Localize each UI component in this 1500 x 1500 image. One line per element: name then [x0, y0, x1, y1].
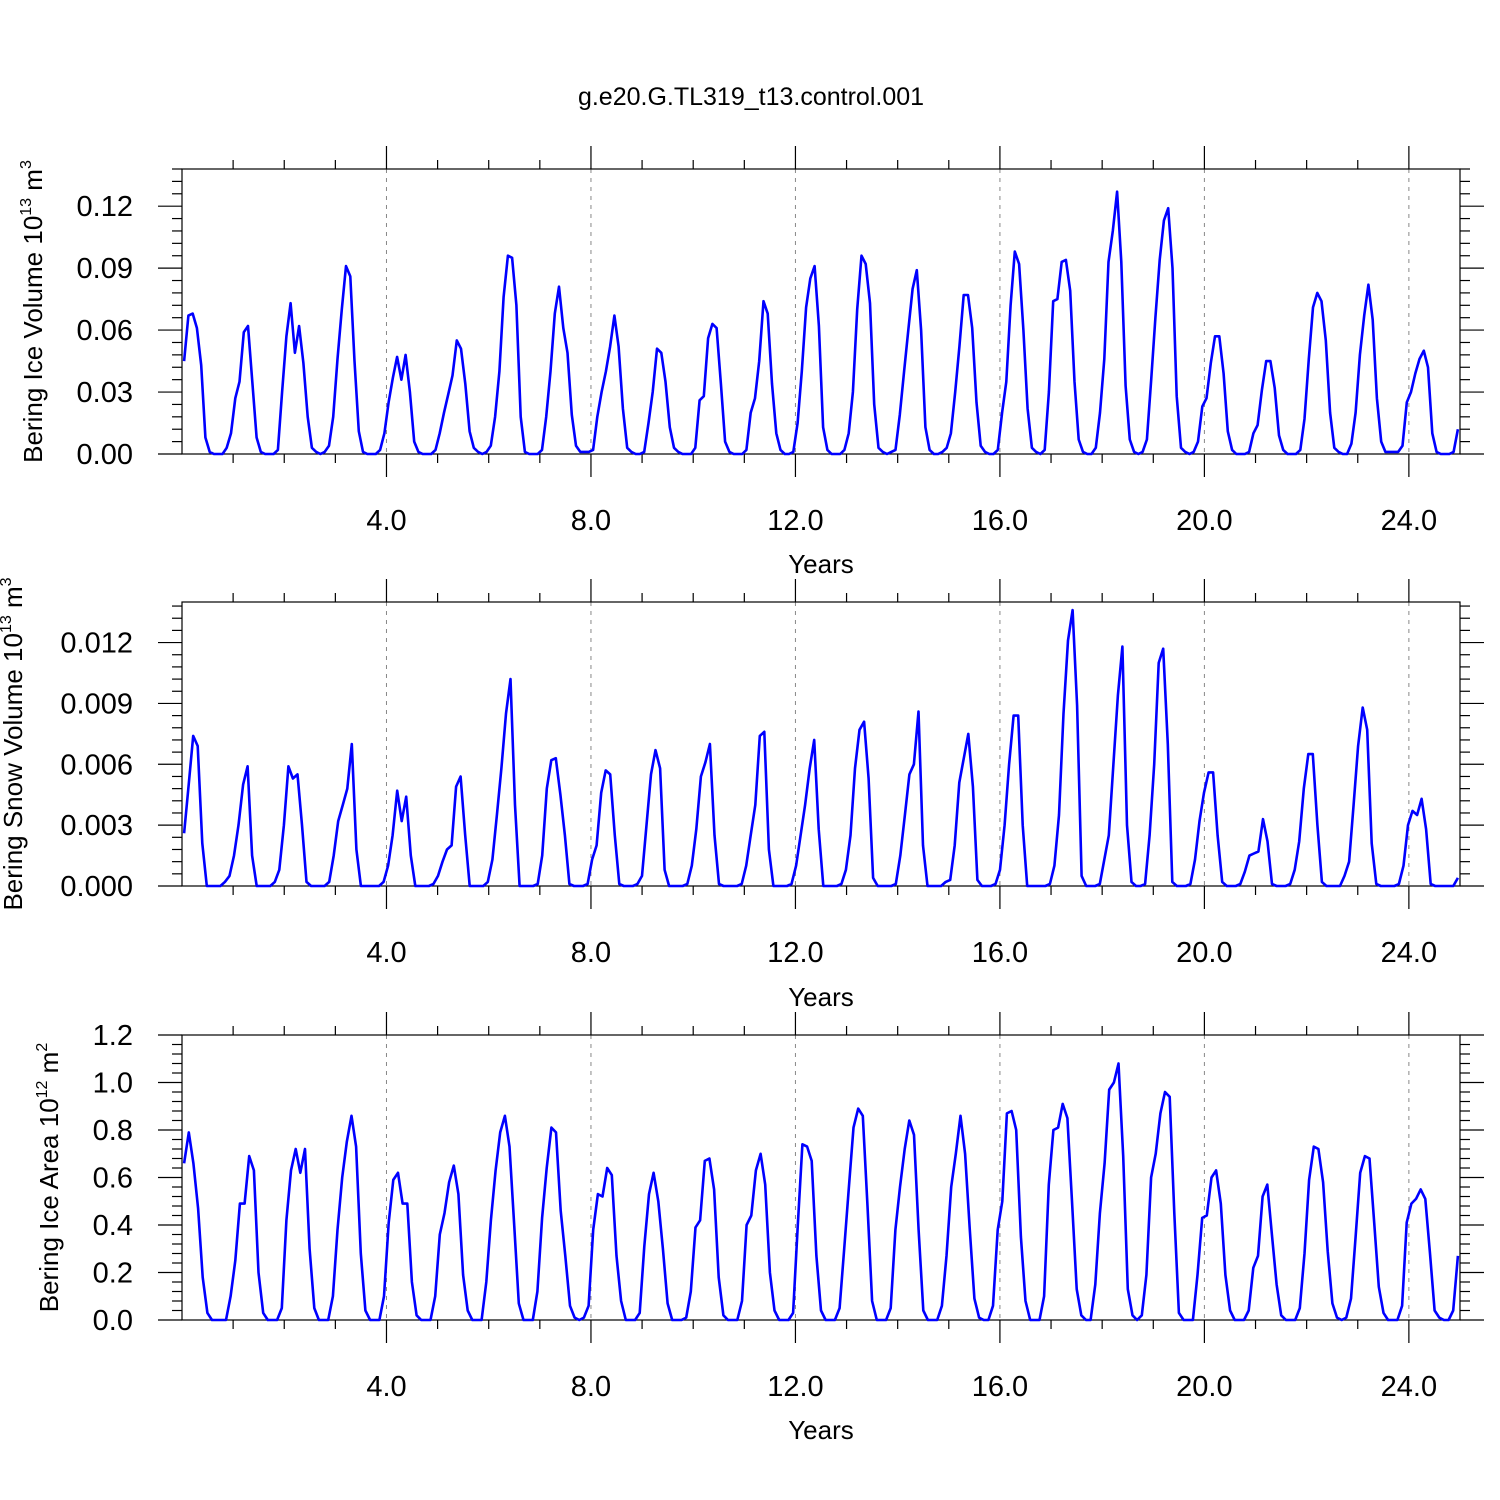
x-tick-label: 8.0: [571, 937, 611, 969]
x-tick-label: 24.0: [1381, 1371, 1437, 1403]
y-tick-label: 0.000: [60, 871, 133, 903]
x-tick-label: 12.0: [767, 505, 823, 537]
x-tick-label: 20.0: [1176, 937, 1232, 969]
y-axis-label: Bering Snow Volume 1013 m3: [0, 577, 28, 910]
panel-1: 4.0 8.0 12.0 16.0 20.0 24.0 0.00 0.03 0.06 0.09 0.…: [18, 146, 1484, 579]
y-tick-label: 0.09: [77, 253, 133, 285]
x-tick-label: 8.0: [571, 1371, 611, 1403]
x-tick-label: 12.0: [767, 1371, 823, 1403]
x-tick-label: 16.0: [972, 1371, 1028, 1403]
y-tick-label: 0.4: [93, 1210, 133, 1242]
y-axis-label: Bering Ice Area 1012 m2: [34, 1043, 64, 1313]
x-tick-label: 4.0: [366, 1371, 406, 1403]
x-tick-label: 12.0: [767, 937, 823, 969]
y-tick-label: 1.2: [93, 1020, 133, 1052]
x-axis-label: Years: [788, 982, 854, 1012]
x-tick-label: 24.0: [1381, 937, 1437, 969]
plot-frame: [181, 1034, 1461, 1321]
series-line-1: [182, 1062, 1460, 1322]
x-tick-label: 4.0: [366, 937, 406, 969]
y-tick-label: 0.0: [93, 1305, 133, 1337]
panel-2: 4.0 8.0 12.0 16.0 20.0 24.0 0.000 0.003 0.006 0.0…: [0, 577, 1484, 1012]
y-tick-label: 0.6: [93, 1163, 133, 1195]
y-tick-label: 0.009: [60, 688, 133, 720]
x-tick-label: 4.0: [366, 505, 406, 537]
x-tick-label: 20.0: [1176, 1371, 1232, 1403]
y-tick-label: 0.003: [60, 810, 133, 842]
y-tick-label: 0.012: [60, 628, 133, 660]
y-tick-label: 0.8: [93, 1115, 133, 1147]
y-tick-label: 0.00: [77, 439, 133, 471]
plot-frame: [181, 168, 1461, 455]
panel-3: 4.0 8.0 12.0 16.0 20.0 24.0 0.0 0.2 0.4 0.6 0.8 1.0…: [34, 1012, 1484, 1445]
y-tick-label: 1.0: [93, 1068, 133, 1100]
y-tick-label: 0.2: [93, 1258, 133, 1290]
x-axis-label: Years: [788, 549, 854, 579]
plot-frame: [181, 601, 1461, 887]
figure-title: g.e20.G.TL319_t13.control.001: [578, 83, 924, 111]
y-axis-label: Bering Ice Volume 1013 m3: [18, 160, 48, 463]
x-axis-label: Years: [788, 1415, 854, 1445]
x-tick-label: 20.0: [1176, 505, 1232, 537]
y-tick-label: 0.006: [60, 749, 133, 781]
series-line-1: [182, 190, 1460, 456]
y-tick-label: 0.06: [77, 315, 133, 347]
y-tick-label: 0.12: [77, 191, 133, 223]
x-tick-label: 24.0: [1381, 505, 1437, 537]
x-tick-label: 16.0: [972, 937, 1028, 969]
chart-panels: 4.0 8.0 12.0 16.0 20.0 24.0 0.00 0.03 0.06 0.09 0.…: [0, 146, 1484, 1445]
y-tick-label: 0.03: [77, 377, 133, 409]
x-tick-label: 16.0: [972, 505, 1028, 537]
series-line-1: [182, 608, 1460, 888]
x-tick-label: 8.0: [571, 505, 611, 537]
